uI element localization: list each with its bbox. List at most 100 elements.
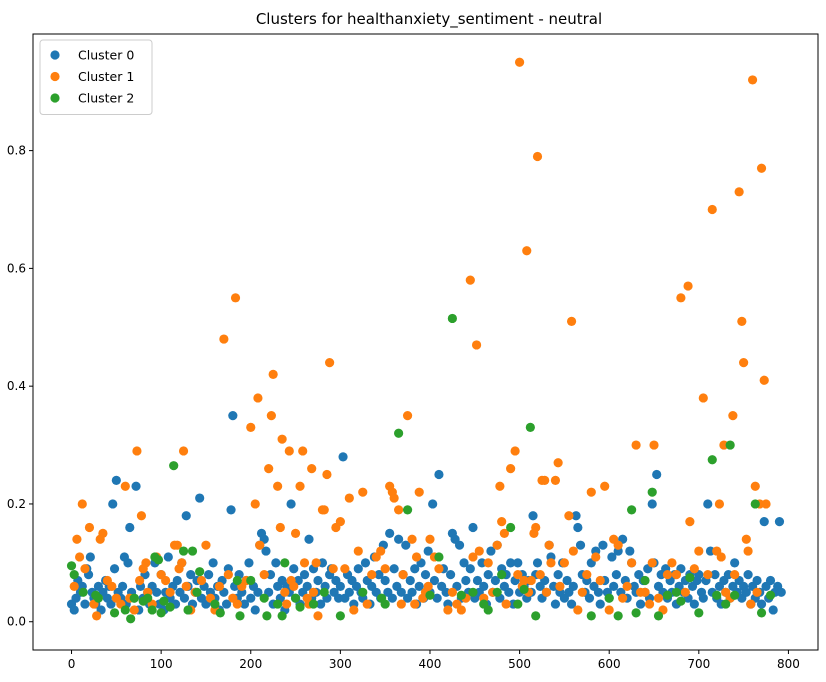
series-cluster-2 [66,313,776,624]
point-cluster-1-167 [647,558,657,568]
point-cluster-0-182 [468,522,478,533]
point-cluster-0-54 [181,511,191,521]
point-cluster-0-53 [179,593,190,603]
point-cluster-0-123 [335,581,345,592]
point-cluster-1-27 [165,587,175,597]
point-cluster-0-190 [486,546,496,556]
point-cluster-1-21 [141,558,151,568]
point-cluster-1-48 [246,422,256,432]
point-cluster-0-238 [593,587,604,597]
point-cluster-2-27 [246,575,256,586]
point-cluster-1-11 [107,581,117,592]
point-cluster-0-156 [410,564,420,574]
point-cluster-1-44 [230,293,241,303]
chart-title: Clusters for healthanxiety_sentiment - n… [256,10,602,29]
point-cluster-0-19 [106,599,116,609]
point-cluster-1-118 [483,558,493,568]
point-cluster-2-5 [109,608,120,618]
point-cluster-1-139 [540,475,550,485]
point-cluster-2-51 [497,570,507,580]
point-cluster-1-195 [743,546,753,556]
point-cluster-0-154 [405,575,415,586]
point-cluster-2-32 [280,558,290,568]
point-cluster-1-185 [716,552,726,562]
point-cluster-1-196 [746,599,756,609]
point-cluster-1-63 [289,581,299,592]
point-cluster-1-163 [631,440,641,450]
point-cluster-2-71 [712,590,722,600]
point-cluster-1-86 [362,599,372,609]
point-cluster-2-16 [165,602,175,612]
point-cluster-1-33 [181,581,191,592]
point-cluster-1-1 [72,534,82,544]
point-cluster-1-4 [80,564,90,574]
point-cluster-1-18 [135,575,145,586]
point-cluster-1-41 [219,334,229,344]
point-cluster-1-177 [685,517,695,527]
point-cluster-0-131 [353,564,363,574]
point-cluster-1-2 [75,552,85,562]
point-cluster-0-312 [759,517,769,527]
point-cluster-2-13 [153,555,164,565]
legend-label-2: Cluster 2 [78,91,134,106]
point-cluster-0-56 [186,570,196,580]
point-cluster-0-21 [109,564,120,574]
point-cluster-1-192 [737,316,747,326]
point-cluster-1-174 [676,293,686,303]
point-cluster-1-203 [761,499,771,509]
point-cluster-0-86 [253,587,263,597]
point-cluster-1-87 [367,570,377,580]
point-cluster-2-63 [647,487,657,497]
point-cluster-1-36 [196,575,207,586]
point-cluster-1-193 [739,358,749,368]
point-cluster-1-115 [471,340,482,350]
point-cluster-0-172 [445,570,456,580]
point-cluster-1-189 [728,411,738,421]
point-cluster-1-142 [546,558,556,568]
point-cluster-1-150 [573,605,583,615]
point-cluster-2-8 [129,593,139,603]
point-cluster-2-62 [640,575,650,586]
point-cluster-0-179 [461,575,471,586]
point-cluster-1-105 [425,534,435,544]
point-cluster-0-72 [221,599,232,609]
y-tick-label-1: 0.2 [7,497,26,511]
point-cluster-0-219 [550,599,561,609]
point-cluster-1-199 [752,587,762,597]
point-cluster-1-32 [178,446,189,456]
point-cluster-1-153 [586,487,596,497]
point-cluster-1-156 [600,481,610,491]
x-tick-label-0: 0 [68,657,76,671]
point-cluster-1-89 [376,546,386,556]
point-cluster-2-25 [232,575,242,586]
point-cluster-2-2 [78,587,88,597]
point-cluster-2-20 [187,546,198,556]
point-cluster-0-209 [528,511,538,521]
point-cluster-1-135 [531,522,541,533]
point-cluster-0-319 [774,517,785,527]
point-cluster-1-133 [526,575,536,586]
point-cluster-1-100 [411,552,422,562]
point-cluster-2-43 [425,590,435,600]
point-cluster-2-22 [195,567,205,577]
point-cluster-1-154 [591,552,601,562]
point-cluster-2-18 [178,546,189,556]
point-cluster-0-152 [401,540,411,550]
point-cluster-0-22 [111,475,121,485]
point-cluster-2-76 [756,608,767,618]
plot-area-frame [32,33,819,651]
point-cluster-0-124 [338,452,348,462]
point-cluster-1-5 [84,522,95,533]
point-cluster-0-64 [204,570,214,580]
point-cluster-0-262 [647,499,657,509]
point-cluster-1-169 [653,593,664,603]
point-cluster-0-90 [261,546,271,556]
point-cluster-1-76 [322,469,332,480]
point-cluster-0-146 [387,593,397,603]
point-cluster-0-108 [302,581,312,592]
point-cluster-0-107 [299,570,310,580]
point-cluster-0-202 [513,558,523,568]
x-tick-label-7: 700 [687,657,710,671]
point-cluster-2-17 [169,461,179,471]
point-cluster-0-198 [504,587,514,597]
